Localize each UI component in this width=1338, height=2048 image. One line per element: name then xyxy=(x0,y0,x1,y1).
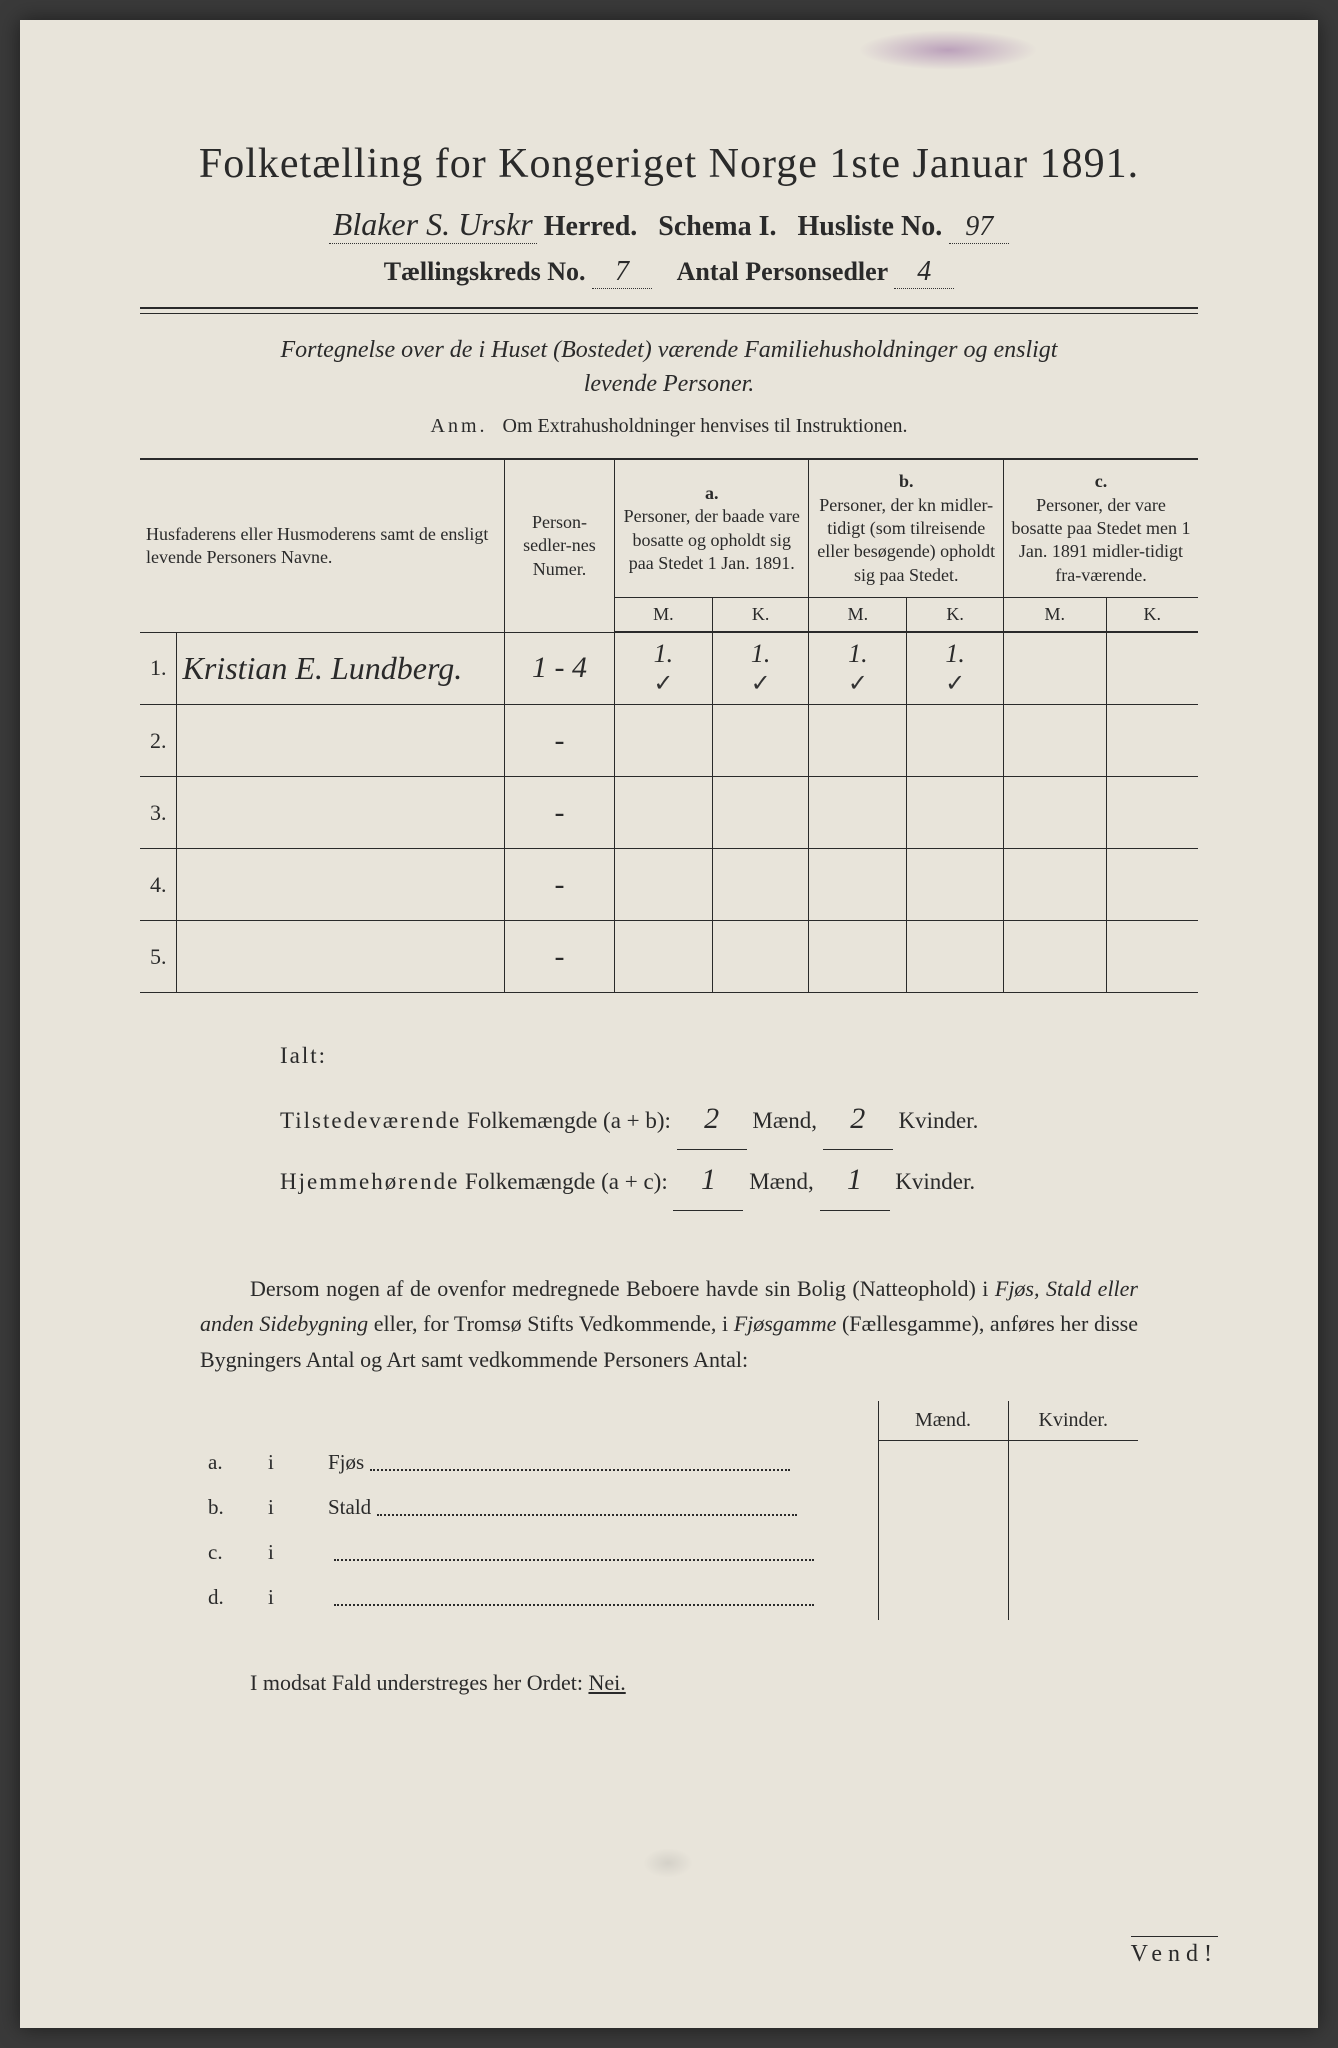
col-a-m: M. xyxy=(614,598,712,633)
ialt-section: Ialt: Tilstedeværende Folkemængde (a + b… xyxy=(280,1033,1118,1211)
header-line-2: Blaker S. Urskr Herred. Schema I. Huslis… xyxy=(100,206,1238,244)
census-table: Husfaderens eller Husmoderens samt de en… xyxy=(140,458,1198,993)
col-b-m: M. xyxy=(809,598,907,633)
ialt-line2: Hjemmehørende Folkemængde (a + c): 1 Mæn… xyxy=(280,1150,1118,1211)
building-kvinder: Kvinder. xyxy=(1008,1401,1138,1441)
col-c-label: c. xyxy=(1095,471,1108,491)
col-c-text: Personer, der vare bosatte paa Stedet me… xyxy=(1012,495,1191,585)
dersom-p2: eller, for Tromsø Stifts Vedkommende, i xyxy=(368,1311,734,1336)
col-name-header: Husfaderens eller Husmoderens samt de en… xyxy=(140,460,504,632)
ialt-l1-b: Folkemængde (a + b): xyxy=(467,1108,671,1133)
col-c-header: c. Personer, der vare bosatte paa Stedet… xyxy=(1003,460,1198,597)
husliste-no: 97 xyxy=(949,211,1009,244)
ialt-l2-kvinder: Kvinder. xyxy=(895,1169,975,1194)
building-maend: Mænd. xyxy=(878,1401,1008,1441)
schema-label: Schema I. xyxy=(658,211,776,242)
antal-label: Antal Personsedler xyxy=(677,257,888,286)
vend-label: Vend! xyxy=(1131,1936,1218,1968)
building-row: a. i Fjøs xyxy=(200,1440,1138,1485)
building-table: Mænd. Kvinder. a. i Fjøs b. i Stald c. i… xyxy=(200,1401,1138,1621)
subtitle: Fortegnelse over de i Huset (Bostedet) v… xyxy=(100,334,1238,401)
col-num-header: Person-sedler-nes Numer. xyxy=(504,460,614,632)
ialt-l1-kvinder: Kvinder. xyxy=(898,1108,978,1133)
ialt-line1: Tilstedeværende Folkemængde (a + b): 2 M… xyxy=(280,1089,1118,1150)
building-row: c. i xyxy=(200,1530,1138,1575)
col-a-text: Personer, der baade vare bosatte og opho… xyxy=(624,506,800,573)
ialt-l1-m: 2 xyxy=(677,1089,747,1150)
herred-label: Herred. xyxy=(544,211,638,242)
ialt-l2-b: Folkemængde (a + c): xyxy=(465,1169,668,1194)
header-line-3: Tællingskreds No. 7 Antal Personsedler 4 xyxy=(100,256,1238,289)
col-a-label: a. xyxy=(705,483,719,503)
husliste-label: Husliste No. xyxy=(798,211,943,242)
divider-top xyxy=(140,307,1198,309)
col-a-header: a. Personer, der baade vare bosatte og o… xyxy=(614,460,808,597)
dersom-p3: Fjøsgamme xyxy=(734,1311,837,1336)
col-name-text: Husfaderens eller Husmoderens samt de en… xyxy=(146,524,488,567)
ialt-l2-maend: Mænd, xyxy=(749,1169,814,1194)
divider-top-thin xyxy=(140,313,1198,314)
anm-line: Anm. Om Extrahusholdninger henvises til … xyxy=(100,415,1238,438)
modsat-line: I modsat Fald understreges her Ordet: Ne… xyxy=(250,1670,1138,1696)
table-row: 3. - xyxy=(140,777,1198,849)
building-row: d. i xyxy=(200,1575,1138,1620)
kreds-label: Tællingskreds No. xyxy=(384,257,586,286)
modsat-text: I modsat Fald understreges her Ordet: xyxy=(250,1670,583,1695)
table-row: 4. - xyxy=(140,849,1198,921)
subtitle-line1: Fortegnelse over de i Huset (Bostedet) v… xyxy=(281,337,1058,363)
building-header-row: Mænd. Kvinder. xyxy=(200,1401,1138,1441)
anm-text: Om Extrahusholdninger henvises til Instr… xyxy=(503,415,908,437)
dersom-paragraph: Dersom nogen af de ovenfor medregnede Be… xyxy=(200,1271,1138,1377)
col-num-text: Person-sedler-nes Numer. xyxy=(523,512,596,579)
building-row: b. i Stald xyxy=(200,1485,1138,1530)
table-row: 5. - xyxy=(140,921,1198,993)
ialt-l2-a: Hjemmehørende xyxy=(280,1169,459,1194)
col-b-k: K. xyxy=(907,598,1004,633)
ialt-l1-a: Tilstedeværende xyxy=(280,1108,461,1133)
col-b-text: Personer, der kn midler-tidigt (som tilr… xyxy=(817,495,995,585)
dersom-p0: Dersom nogen af de ovenfor medregnede Be… xyxy=(250,1276,995,1301)
table-row: 2. - xyxy=(140,705,1198,777)
col-b-label: b. xyxy=(899,471,914,491)
census-title: Folketælling for Kongeriget Norge 1ste J… xyxy=(100,140,1238,188)
kreds-no: 7 xyxy=(592,256,652,289)
col-c-m: M. xyxy=(1003,598,1106,633)
col-b-header: b. Personer, der kn midler-tidigt (som t… xyxy=(809,460,1003,597)
herred-handwritten: Blaker S. Urskr xyxy=(329,206,537,244)
ialt-label: Ialt: xyxy=(280,1033,1118,1079)
nei-text: Nei. xyxy=(588,1670,625,1695)
ialt-l1-maend: Mænd, xyxy=(752,1108,817,1133)
subtitle-line2: levende Personer. xyxy=(584,371,755,397)
col-c-k: K. xyxy=(1106,598,1198,633)
table-row: 1. Kristian E. Lundberg. 1 - 4 1.✓ 1.✓ 1… xyxy=(140,632,1198,705)
ink-stain xyxy=(858,30,1038,70)
antal-no: 4 xyxy=(894,256,954,289)
table-header-row-1: Husfaderens eller Husmoderens samt de en… xyxy=(140,460,1198,597)
ialt-l2-k: 1 xyxy=(820,1150,890,1211)
document-page: Folketælling for Kongeriget Norge 1ste J… xyxy=(20,20,1318,2028)
anm-label: Anm. xyxy=(431,415,488,437)
col-a-k: K. xyxy=(712,598,809,633)
ialt-l2-m: 1 xyxy=(673,1150,743,1211)
ialt-l1-k: 2 xyxy=(823,1089,893,1150)
paper-smudge xyxy=(643,1848,693,1878)
